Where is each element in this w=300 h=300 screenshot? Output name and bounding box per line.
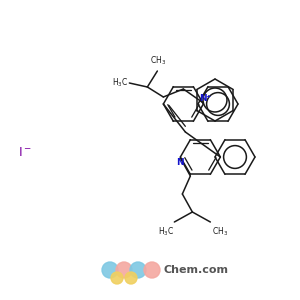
Text: I$^-$: I$^-$ — [18, 146, 32, 158]
Circle shape — [111, 272, 123, 284]
Text: N: N — [200, 94, 207, 103]
Circle shape — [144, 262, 160, 278]
Circle shape — [130, 262, 146, 278]
Circle shape — [102, 262, 118, 278]
Circle shape — [116, 262, 132, 278]
Circle shape — [125, 272, 137, 284]
Text: CH$_3$: CH$_3$ — [212, 226, 229, 239]
Text: Chem.com: Chem.com — [164, 265, 229, 275]
Text: CH$_3$: CH$_3$ — [150, 55, 167, 67]
Text: H$_3$C: H$_3$C — [158, 226, 174, 239]
Text: N: N — [176, 158, 184, 167]
Text: +: + — [206, 94, 211, 100]
Text: H$_3$C: H$_3$C — [112, 77, 128, 89]
